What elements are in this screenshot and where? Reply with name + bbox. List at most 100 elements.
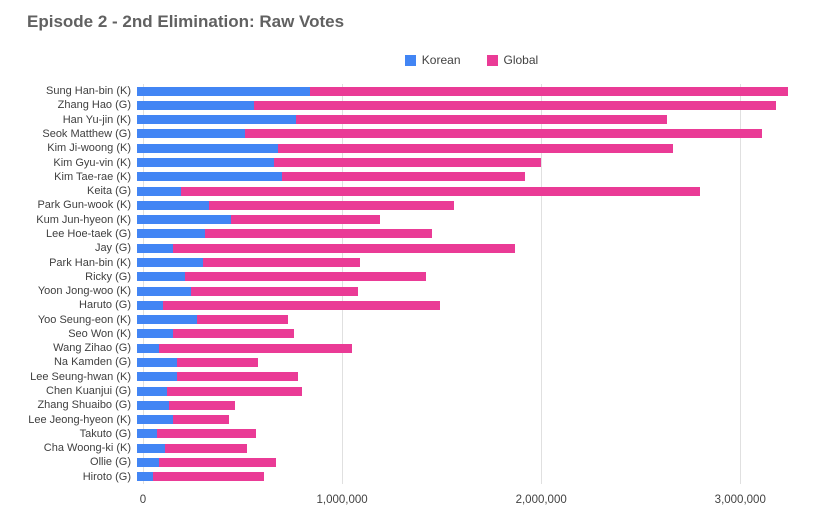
bar-track <box>137 455 800 469</box>
bar-segment-global[interactable] <box>185 272 427 282</box>
bar-segment-global[interactable] <box>309 86 788 96</box>
bar-segment-korean[interactable] <box>137 472 154 482</box>
bar-segment-global[interactable] <box>231 215 381 225</box>
chart-row: Keita (G) <box>27 184 800 198</box>
bar-segment-korean[interactable] <box>137 86 310 96</box>
bar-segment-korean[interactable] <box>137 215 232 225</box>
bar-track <box>137 255 800 269</box>
bar-segment-korean[interactable] <box>137 158 274 168</box>
bar-track <box>137 341 800 355</box>
chart-row: Lee Jeong-hyeon (K) <box>27 412 800 426</box>
bar-segment-korean[interactable] <box>137 258 204 268</box>
chart-row: Haruto (G) <box>27 298 800 312</box>
legend-item-global[interactable]: Global <box>486 53 539 67</box>
bar-track <box>137 241 800 255</box>
bar-segment-global[interactable] <box>205 229 433 239</box>
bar-segment-global[interactable] <box>197 315 288 325</box>
bar-segment-global[interactable] <box>173 329 294 339</box>
bar-segment-korean[interactable] <box>137 272 186 282</box>
bar-track <box>137 141 800 155</box>
bar-segment-korean[interactable] <box>137 100 254 110</box>
chart-title: Episode 2 - 2nd Elimination: Raw Votes <box>27 12 345 31</box>
bar-segment-korean[interactable] <box>137 143 278 153</box>
category-label: Lee Jeong-hyeon (K) <box>28 413 131 426</box>
bar-segment-korean[interactable] <box>137 129 246 139</box>
chart-row: Takuto (G) <box>27 427 800 441</box>
bar-segment-korean[interactable] <box>137 372 178 382</box>
category-label: Ollie (G) <box>90 456 131 469</box>
bar-track <box>137 98 800 112</box>
bar-segment-korean[interactable] <box>137 172 282 182</box>
bar-segment-global[interactable] <box>245 129 762 139</box>
category-label: Park Gun-wook (K) <box>37 199 131 212</box>
category-label: Park Han-bin (K) <box>49 256 131 269</box>
gridline <box>541 84 543 484</box>
bar-segment-global[interactable] <box>203 258 360 268</box>
category-label: Zhang Shuaibo (G) <box>37 399 131 412</box>
bar-segment-korean[interactable] <box>137 329 174 339</box>
bar-segment-korean[interactable] <box>137 229 206 239</box>
category-label: Hiroto (G) <box>82 470 131 483</box>
category-label: Yoo Seung-eon (K) <box>37 313 131 326</box>
bar-segment-global[interactable] <box>153 472 264 482</box>
bar-segment-global[interactable] <box>277 143 674 153</box>
chart-row: Yoon Jong-woo (K) <box>27 284 800 298</box>
bar-segment-global[interactable] <box>169 400 236 410</box>
bar-segment-global[interactable] <box>165 443 248 453</box>
bar-segment-korean[interactable] <box>137 429 158 439</box>
chart-row: Han Yu-jin (K) <box>27 113 800 127</box>
bar-track <box>137 384 800 398</box>
bar-segment-global[interactable] <box>157 429 256 439</box>
bar-segment-korean[interactable] <box>137 400 170 410</box>
x-tick-label: 0 <box>139 494 147 506</box>
x-tick-label: 3,000,000 <box>714 494 766 506</box>
bar-segment-korean[interactable] <box>137 243 174 253</box>
gridlines <box>143 84 800 484</box>
bar-segment-korean[interactable] <box>137 357 178 367</box>
chart-row: Kum Jun-hyeon (K) <box>27 213 800 227</box>
bar-segment-global[interactable] <box>159 343 352 353</box>
category-label: Seok Matthew (G) <box>42 127 131 140</box>
legend-label: Global <box>503 53 539 67</box>
bar-segment-korean[interactable] <box>137 315 198 325</box>
bar-track <box>137 198 800 212</box>
bar-segment-korean[interactable] <box>137 200 210 210</box>
bar-segment-global[interactable] <box>181 186 700 196</box>
bar-segment-global[interactable] <box>209 200 455 210</box>
legend-label: Korean <box>421 53 461 67</box>
x-axis: 0 1,000,000 2,000,000 3,000,000 <box>139 488 800 510</box>
bar-segment-global[interactable] <box>173 415 230 425</box>
bar-segment-korean[interactable] <box>137 443 166 453</box>
bar-segment-global[interactable] <box>273 158 541 168</box>
bar-segment-korean[interactable] <box>137 386 168 396</box>
bar-segment-korean[interactable] <box>137 415 174 425</box>
chart-row: Ollie (G) <box>27 455 800 469</box>
bar-segment-korean[interactable] <box>137 186 182 196</box>
legend-item-korean[interactable]: Korean <box>404 53 461 67</box>
bar-segment-global[interactable] <box>177 357 258 367</box>
bar-track <box>137 270 800 284</box>
chart-row: Cha Woong-ki (K) <box>27 441 800 455</box>
bar-segment-korean[interactable] <box>137 300 164 310</box>
bar-segment-global[interactable] <box>163 300 441 310</box>
chart-row: Zhang Hao (G) <box>27 98 800 112</box>
legend-swatch-icon <box>486 54 498 66</box>
bar-segment-global[interactable] <box>159 457 276 467</box>
bar-segment-global[interactable] <box>191 286 358 296</box>
bar-segment-korean[interactable] <box>137 457 160 467</box>
chart-row: Park Han-bin (K) <box>27 255 800 269</box>
bar-segment-global[interactable] <box>281 172 525 182</box>
bar-segment-global[interactable] <box>167 386 302 396</box>
bar-segment-korean[interactable] <box>137 115 296 125</box>
bar-segment-korean[interactable] <box>137 343 160 353</box>
gridline <box>143 84 144 484</box>
bar-segment-global[interactable] <box>253 100 776 110</box>
bar-track <box>137 470 800 484</box>
bar-segment-global[interactable] <box>295 115 668 125</box>
bar-segment-korean[interactable] <box>137 286 192 296</box>
chart-row: Jay (G) <box>27 241 800 255</box>
bar-segment-global[interactable] <box>177 372 298 382</box>
bar-segment-global[interactable] <box>173 243 515 253</box>
category-label: Seo Won (K) <box>68 327 131 340</box>
